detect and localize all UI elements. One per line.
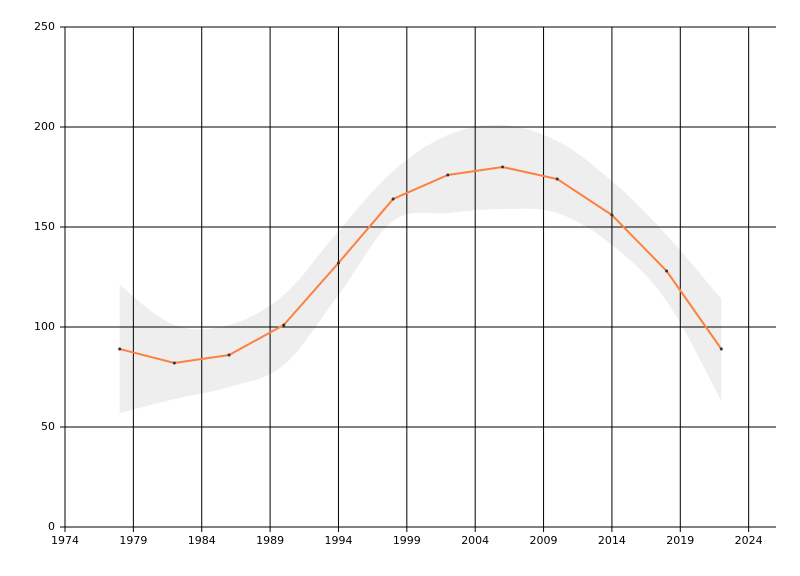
x-tick-label: 2009 <box>530 534 558 547</box>
point <box>501 165 505 169</box>
y-tick-label: 150 <box>34 220 55 233</box>
point <box>610 213 614 217</box>
point <box>282 323 286 327</box>
x-tick-label: 1984 <box>188 534 216 547</box>
confidence-band <box>119 124 722 414</box>
point <box>227 353 231 357</box>
point <box>336 261 340 265</box>
line <box>119 165 723 365</box>
y-tick-label: 250 <box>34 20 55 33</box>
point <box>719 347 723 351</box>
x-tick-label: 1999 <box>393 534 421 547</box>
point <box>446 173 450 177</box>
x-tick-label: 1974 <box>51 534 79 547</box>
x-tick-label: 1979 <box>119 534 147 547</box>
y-tick-label: 200 <box>34 120 55 133</box>
point <box>555 177 559 181</box>
y-tick-label: 50 <box>41 420 55 433</box>
x-tick-label: 1989 <box>256 534 284 547</box>
point <box>118 347 122 351</box>
point <box>172 361 176 365</box>
y-tick-label: 100 <box>34 320 55 333</box>
y-tick-label: 0 <box>48 520 55 533</box>
x-tick-label: 2019 <box>666 534 694 547</box>
x-tick-label: 1994 <box>324 534 352 547</box>
point <box>665 269 669 273</box>
x-tick-label: 2004 <box>461 534 489 547</box>
x-tick-label: 2024 <box>735 534 763 547</box>
x-tick-label: 2014 <box>598 534 626 547</box>
point <box>391 197 395 201</box>
